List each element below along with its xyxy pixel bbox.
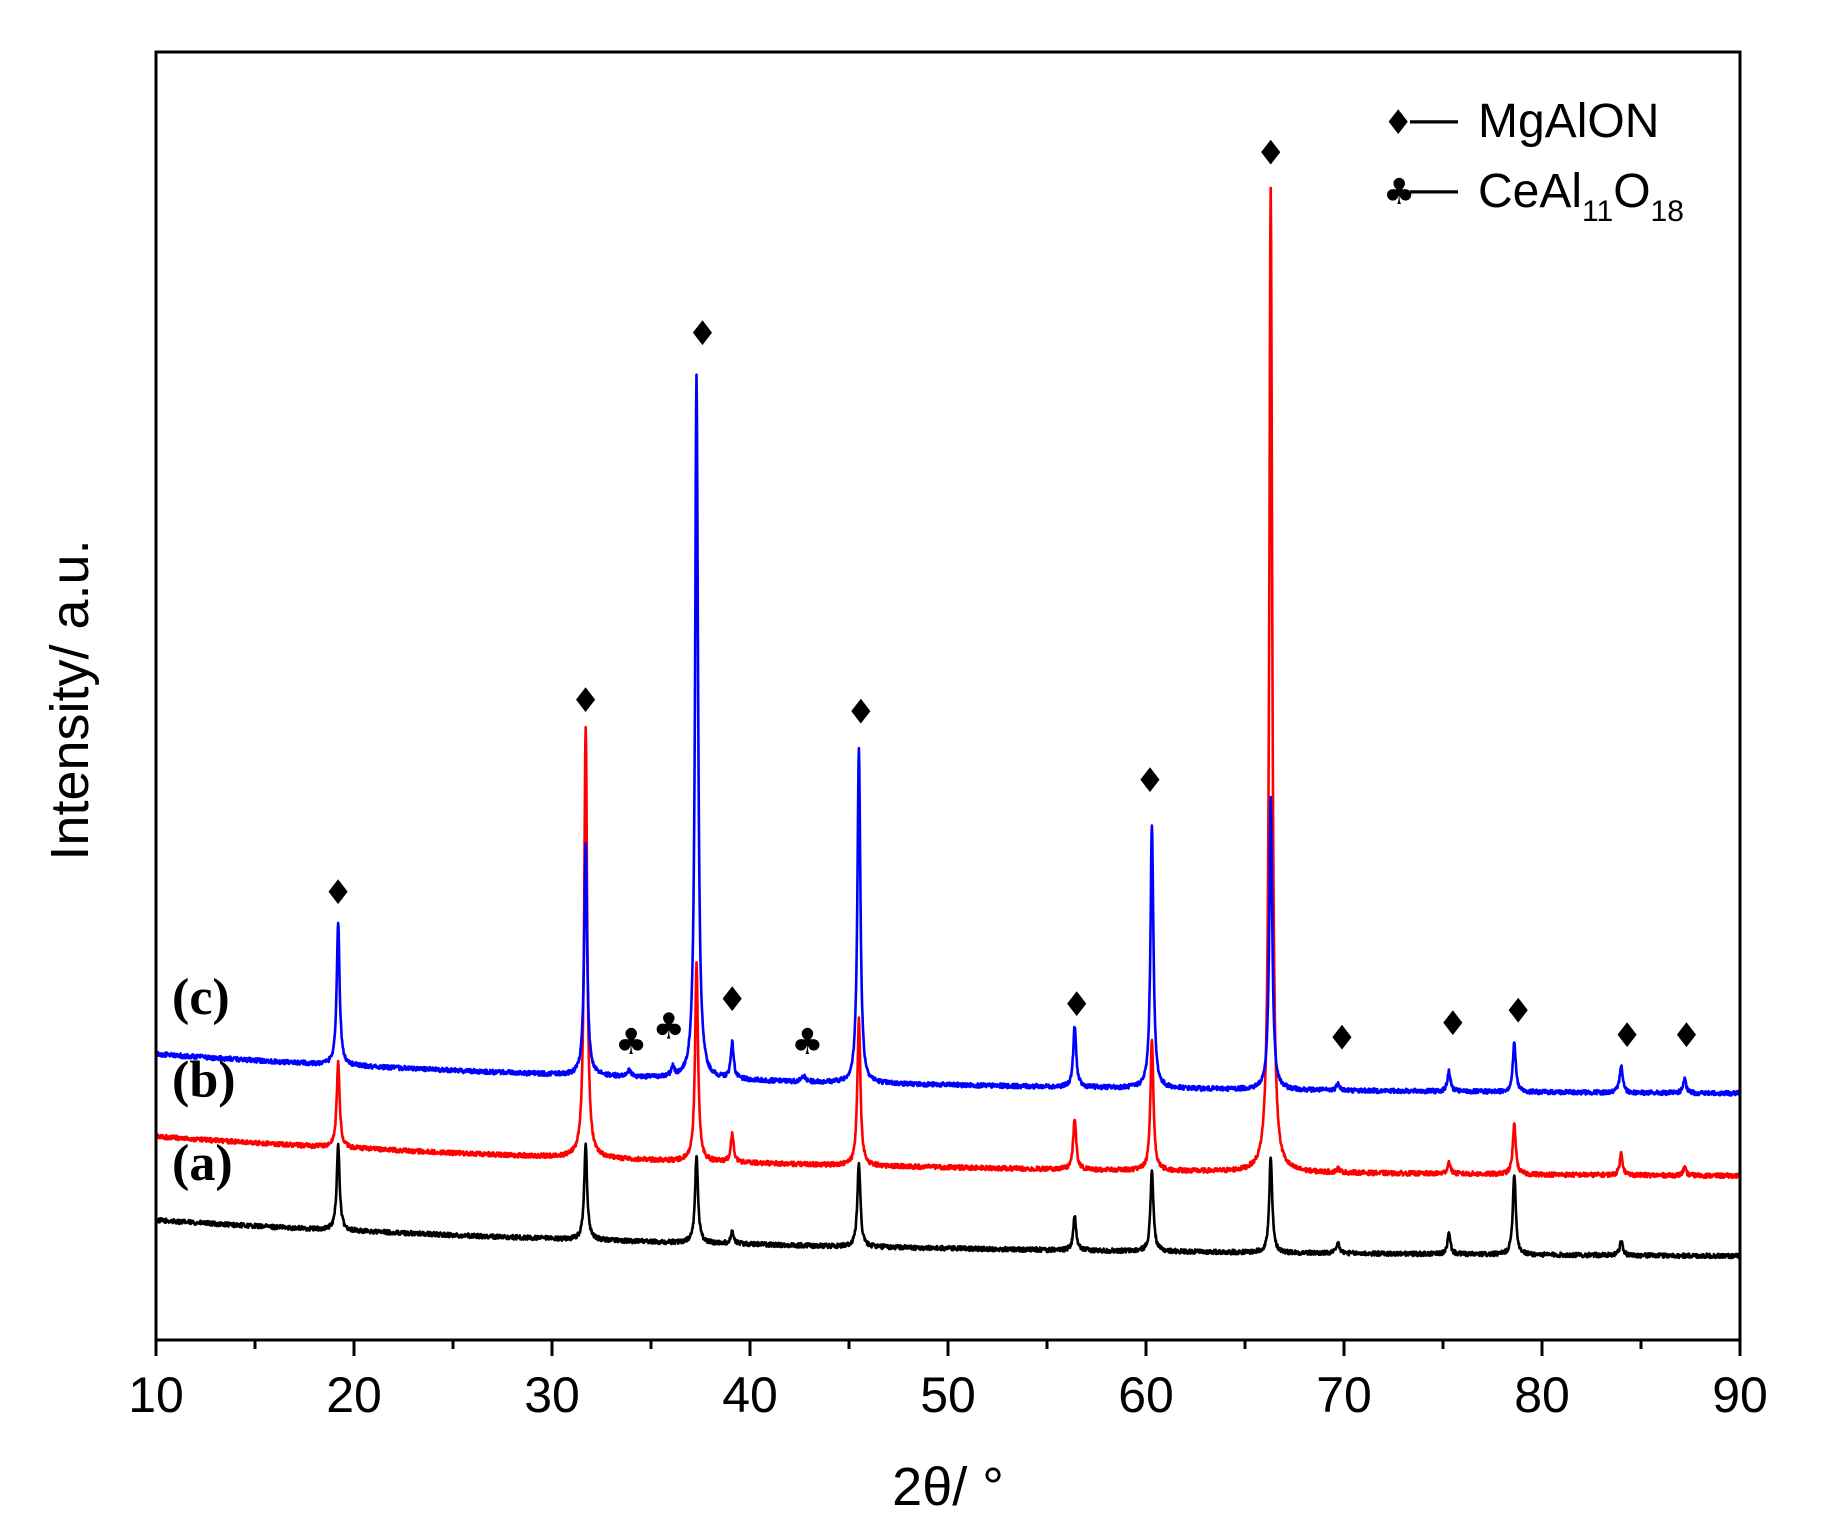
series-line-b [154, 186, 1742, 1180]
series-label-c: (c) [172, 969, 230, 1026]
x-axis-label: 2θ/ ° [892, 1457, 1004, 1517]
legend-label-o: O [1613, 165, 1650, 218]
x-tick-label: 60 [1118, 1367, 1174, 1423]
x-tick-label: 20 [326, 1367, 382, 1423]
diamond-marker-icon: ♦ [1438, 1004, 1468, 1044]
peak-markers: ♦♦♦♦♦♦♦ ♦♦ ♦ ♦♦ ♦♣ ♣ ♣ [323, 134, 1702, 1063]
legend: ♦ — MgAlON ♣ — CeAl11O18 [1383, 92, 1684, 228]
legend-label-ceal11o18: CeAl11O18 [1478, 165, 1684, 228]
diamond-marker-icon: ♦ [687, 314, 717, 354]
legend-entry-mgalon: ♦ — MgAlON [1383, 92, 1659, 148]
diamond-icon: ♦ [1383, 103, 1413, 143]
diamond-marker-icon: ♦ [846, 693, 876, 733]
club-marker-icon: ♣ [791, 1022, 823, 1063]
diamond-marker-icon: ♦ [1255, 134, 1285, 174]
series-label-a: (a) [172, 1135, 233, 1192]
x-tick-label: 40 [722, 1367, 778, 1423]
series-layer [154, 186, 1742, 1260]
diamond-marker-icon: ♦ [323, 873, 353, 913]
club-marker-icon: ♣ [653, 1006, 685, 1047]
diamond-marker-icon: ♦ [1503, 991, 1533, 1031]
diamond-marker-icon: ♦ [570, 681, 600, 721]
club-icon: ♣ [1383, 172, 1415, 213]
diamond-marker-icon: ♦ [1327, 1018, 1357, 1058]
diamond-marker-icon: ♦ [1612, 1016, 1642, 1056]
diamond-marker-icon: ♦ [1135, 761, 1165, 801]
legend-label-mgalon: MgAlON [1478, 95, 1659, 148]
x-tick-label: 80 [1514, 1367, 1570, 1423]
series-line-c [154, 373, 1741, 1097]
x-tick-label: 50 [920, 1367, 976, 1423]
x-tick-label: 30 [524, 1367, 580, 1423]
diamond-marker-icon: ♦ [1061, 985, 1091, 1025]
diamond-marker-icon: ♦ [717, 980, 747, 1020]
series-label-b: (b) [172, 1051, 236, 1108]
legend-sub-11: 11 [1582, 195, 1613, 228]
series-labels: (a) (b) (c) [172, 969, 236, 1192]
legend-sub-18: 18 [1651, 195, 1684, 228]
x-axis-ticks: 10 20 30 40 50 60 70 80 90 [128, 1340, 1768, 1423]
x-tick-label: 10 [128, 1367, 184, 1423]
legend-entry-ceal11o18: ♣ — CeAl11O18 [1383, 162, 1684, 228]
legend-dash: — [1410, 92, 1458, 145]
legend-dash: — [1410, 162, 1458, 215]
y-axis-label: Intensity/ a.u. [40, 539, 100, 860]
diamond-marker-icon: ♦ [1671, 1016, 1701, 1056]
legend-label-ceal: CeAl [1478, 165, 1582, 218]
series-line-a [154, 1142, 1742, 1260]
club-marker-icon: ♣ [615, 1022, 647, 1063]
plot-frame [154, 50, 1742, 1342]
x-tick-label: 70 [1316, 1367, 1372, 1423]
x-tick-label: 90 [1712, 1367, 1768, 1423]
